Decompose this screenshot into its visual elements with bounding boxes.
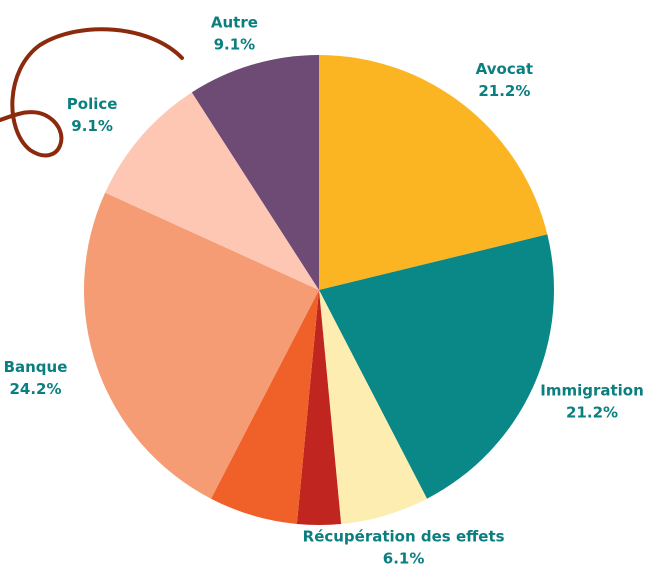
pie-slice [105, 92, 320, 290]
pie-slice [296, 290, 342, 525]
slice-label: Récupération des effets [303, 528, 505, 546]
pie-slice [319, 55, 548, 290]
slice-label: Police [67, 95, 118, 113]
pie-slice [210, 290, 319, 524]
pie-slice [191, 54, 319, 290]
slice-value-label: 21.2% [566, 404, 618, 422]
slice-value-label: 9.1% [214, 35, 256, 53]
slice-value-label: 21.2% [478, 82, 530, 100]
decorative-curl [0, 27, 184, 158]
pie-slice [319, 290, 428, 524]
slice-label: Avocat [476, 60, 533, 78]
pie-slice [319, 234, 554, 499]
slice-label: Autre [211, 13, 258, 31]
slice-label: Banque [4, 358, 68, 376]
slice-value-label: 24.2% [9, 380, 61, 398]
slice-value-label: 9.1% [71, 117, 113, 135]
pie-slice [83, 192, 319, 499]
slice-label: Immigration [540, 382, 644, 400]
slice-value-label: 6.1% [383, 550, 425, 568]
